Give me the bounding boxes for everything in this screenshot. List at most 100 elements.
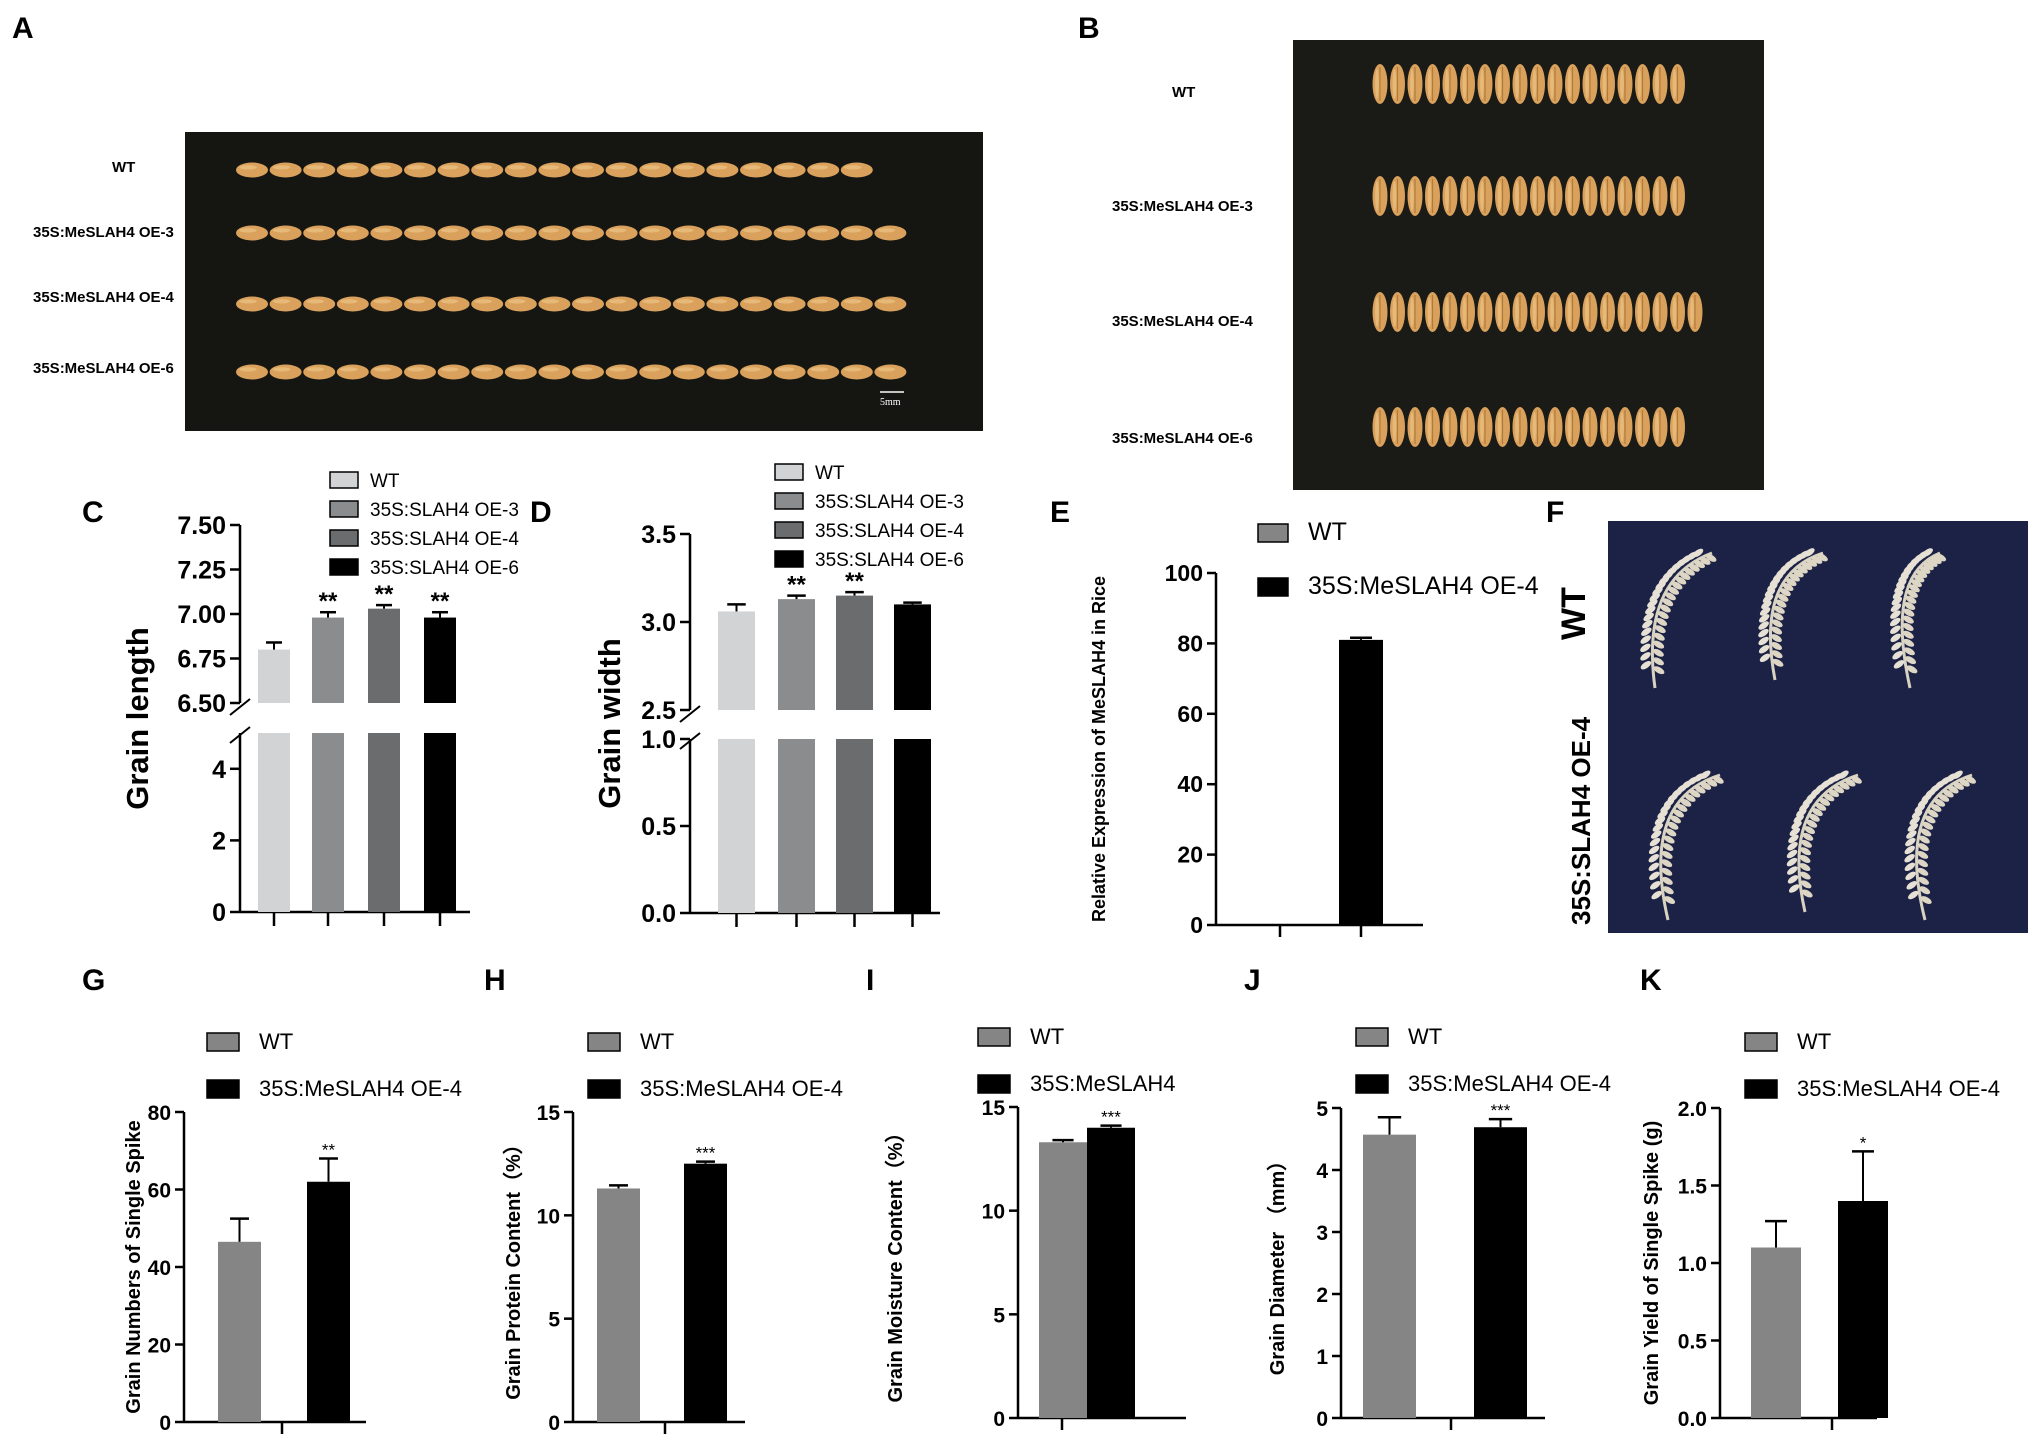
grain-highlight [1637, 181, 1642, 211]
bar [368, 608, 400, 703]
legend-label: WT [815, 463, 845, 484]
grain-highlight [844, 165, 862, 170]
grain-highlight [676, 367, 694, 372]
grain [404, 225, 436, 241]
grain [236, 162, 268, 178]
spikelet [1890, 625, 1901, 634]
spikelet [1911, 810, 1923, 819]
grain-highlight [776, 299, 795, 304]
spikelet [1679, 572, 1691, 580]
grain [639, 364, 672, 380]
grain [437, 296, 470, 312]
y-tick-label: 4 [212, 756, 226, 784]
grain-highlight [1497, 297, 1502, 327]
significance-mark: ** [322, 1141, 336, 1160]
bar [258, 733, 290, 912]
grain-highlight [239, 228, 257, 233]
spikelet [1914, 804, 1926, 813]
spikelet [1650, 881, 1661, 890]
spikelet [1792, 569, 1804, 578]
grain [269, 162, 302, 178]
significance-mark: ** [431, 588, 450, 615]
grain-highlight [1602, 181, 1607, 211]
y-tick-label: 2.0 [1678, 1098, 1707, 1121]
spikelet [1799, 863, 1811, 872]
spikelet [1942, 789, 1954, 798]
spikelet [1801, 839, 1812, 848]
grain-highlight [1602, 69, 1607, 99]
grain-highlight [373, 367, 392, 372]
legend-swatch [329, 500, 359, 518]
grain [404, 364, 436, 380]
grain-row [1372, 64, 1685, 104]
grain [840, 364, 873, 380]
spikelet [1773, 605, 1785, 614]
grain-highlight [1532, 412, 1537, 442]
y-tick-label: 1.5 [1678, 1176, 1708, 1199]
legend-label: WT [1797, 1029, 1831, 1054]
spikelet [1645, 605, 1656, 615]
spikelet [1823, 793, 1835, 802]
legend-swatch [206, 1079, 240, 1099]
grain [672, 225, 705, 241]
grain [504, 364, 537, 380]
legend-swatch [587, 1032, 621, 1052]
y-axis-title: Relative Expression of MeSLAH4 in Rice [1089, 576, 1109, 922]
grain [605, 225, 638, 241]
spikelet [1659, 604, 1671, 613]
spikelet [1891, 642, 1902, 651]
spikelet [1796, 565, 1808, 574]
grain-highlight [575, 299, 593, 304]
legend-swatch [1744, 1032, 1778, 1052]
grain-highlight [776, 165, 795, 170]
grain-highlight [541, 165, 560, 170]
grain-highlight [1655, 412, 1659, 442]
y-tick-label: 1.0 [641, 726, 676, 754]
grain [773, 225, 806, 241]
legend-swatch [774, 521, 804, 539]
legend-swatch [774, 550, 804, 568]
spikelet [1782, 583, 1794, 591]
spikelet [1653, 657, 1664, 666]
grain-highlight [709, 367, 728, 372]
spikelet [1920, 896, 1932, 905]
y-tick-label: 0.5 [641, 813, 676, 841]
grain [874, 296, 907, 312]
grain-highlight [676, 165, 694, 170]
grain [538, 296, 571, 312]
spikelet [1906, 881, 1917, 890]
legend-label: WT [640, 1029, 674, 1054]
significance-mark: ** [319, 588, 338, 615]
spikelet [1801, 562, 1813, 570]
photo-a-background [185, 132, 983, 431]
grain-highlight [642, 228, 660, 233]
spikelet [1789, 573, 1800, 582]
grain-highlight [1550, 412, 1554, 442]
grain-highlight [1637, 297, 1642, 327]
chart-panel-i: 0 5 10 15 Grain Moisture Content（%） *** WT 35S:… [884, 1024, 1186, 1431]
spikelet [1909, 816, 1920, 825]
grain-highlight [306, 299, 325, 304]
grain-highlight [1672, 181, 1677, 211]
spikelet [1642, 619, 1653, 629]
grain [740, 364, 772, 380]
axis-break-mark [229, 726, 251, 744]
spikelet [1917, 850, 1929, 859]
photo-f-label-wt: WT [1555, 587, 1593, 640]
spikelet [1903, 638, 1915, 647]
spikelet [1689, 789, 1701, 798]
spikelet [1662, 886, 1674, 895]
grain [773, 296, 806, 312]
spikelet [1904, 862, 1916, 872]
photo-a-label: 35S:MeSLAH4 OE-4 [33, 289, 175, 306]
grain-highlight [1375, 297, 1379, 327]
spikelet [1958, 778, 1970, 787]
grain-highlight [474, 299, 493, 304]
spikelet [1934, 798, 1946, 807]
spikelet [1779, 588, 1791, 597]
spikelet [1828, 789, 1839, 798]
grain-highlight [440, 299, 459, 304]
spikelet [1656, 617, 1668, 626]
grain-highlight [810, 367, 828, 372]
panel-label-g: G [82, 964, 105, 997]
